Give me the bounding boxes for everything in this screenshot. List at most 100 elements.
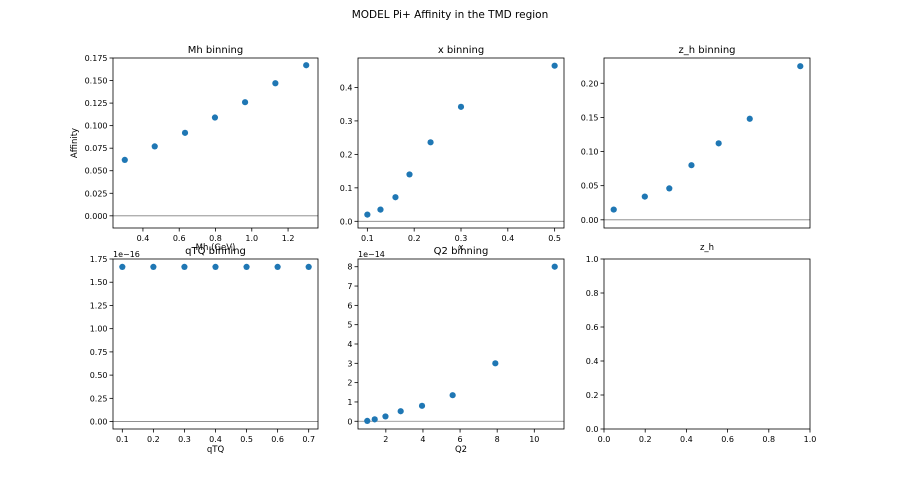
subplot-4: 0.1 0.2 0.3 0.4 0.5 0.6 0.7 0.00 0.25 0.50 0.75 1.0… xyxy=(90,246,319,455)
data-point xyxy=(364,211,371,218)
y-tick-label: 0.10 xyxy=(581,148,599,157)
y-tick-label: 0.050 xyxy=(85,167,108,176)
x-tick-label: 0.8 xyxy=(209,234,222,243)
data-point xyxy=(241,99,249,106)
x-axis-label: x xyxy=(458,243,463,253)
x-tick-label: 0.2 xyxy=(639,435,652,444)
y-tick-label: 0.6 xyxy=(586,323,599,332)
data-point xyxy=(303,62,310,69)
y-tick-label: 0.00 xyxy=(581,216,599,225)
x-tick-label: 0.2 xyxy=(408,234,421,243)
data-point xyxy=(377,206,384,213)
data-point xyxy=(382,413,389,420)
subplot-5: 2 4 6 8 10 0 1 2 3 4 5 6 7 8 Q2 binning Q2 1e−14 xyxy=(347,246,565,455)
subplot-2: 0.1 0.2 0.3 0.4 0.5 0.0 0.1 0.2 0.3 0.4 x binning x xyxy=(340,45,565,253)
y-tick-label: 0.000 xyxy=(85,212,108,221)
data-point xyxy=(181,263,188,270)
data-point xyxy=(150,263,157,270)
y-tick-label: 0.100 xyxy=(85,122,108,131)
x-tick-label: 8 xyxy=(495,435,500,444)
data-point xyxy=(492,360,499,367)
x-tick-label: 0.5 xyxy=(548,234,561,243)
y-tick-label: 0.075 xyxy=(85,144,108,153)
x-tick-label: 0.4 xyxy=(137,234,150,243)
axes-frame xyxy=(357,57,565,229)
x-tick-label: 4 xyxy=(420,435,425,444)
x-tick-label: 0.5 xyxy=(240,435,253,444)
data-point xyxy=(212,263,219,270)
data-point xyxy=(211,114,219,121)
data-point xyxy=(427,139,434,146)
data-point xyxy=(243,263,250,270)
y-tick-label: 5 xyxy=(347,321,352,330)
x-tick-label: 0.6 xyxy=(721,435,734,444)
subplot-1: 0.4 0.6 0.8 1.0 1.2 0.000 0.025 0.050 0.075 0.100… xyxy=(70,45,319,253)
data-point xyxy=(305,263,312,270)
x-axis-label: z_h xyxy=(700,243,714,253)
y-tick-label: 6 xyxy=(347,301,352,310)
data-point xyxy=(274,263,281,270)
data-point xyxy=(641,193,648,200)
x-tick-label: 1.0 xyxy=(245,234,258,243)
x-tick-label: 0.1 xyxy=(116,435,129,444)
y-tick-label: 0.8 xyxy=(586,289,599,298)
y-tick-label: 0.15 xyxy=(581,113,599,122)
data-point xyxy=(715,140,722,147)
y-tick-label: 0.4 xyxy=(586,357,599,366)
data-point xyxy=(181,129,189,136)
data-point xyxy=(610,206,617,213)
y-tick-label: 1.75 xyxy=(90,255,108,264)
figure-suptitle: MODEL Pi+ Affinity in the TMD region xyxy=(352,9,549,21)
axes-frame xyxy=(112,258,319,430)
x-tick-label: 10 xyxy=(529,435,539,444)
data-point xyxy=(797,63,804,70)
axes-frame xyxy=(603,57,811,229)
x-tick-label: 0.2 xyxy=(147,435,160,444)
subplot-title: x binning xyxy=(438,45,484,56)
y-tick-label: 0.1 xyxy=(340,184,353,193)
x-tick-label: 2 xyxy=(383,435,388,444)
y-tick-label: 1.00 xyxy=(90,325,108,334)
x-axis-label: Mh (GeV) xyxy=(196,243,236,253)
data-point xyxy=(392,194,399,201)
y-axis-label: Affinity xyxy=(70,128,80,158)
data-point xyxy=(457,103,465,110)
y-tick-label: 0.150 xyxy=(85,77,108,86)
x-tick-label: 0.4 xyxy=(501,234,514,243)
y-tick-label: 0.2 xyxy=(586,391,599,400)
data-point xyxy=(688,162,695,169)
y-tick-label: 0.50 xyxy=(90,371,108,380)
x-tick-label: 0.0 xyxy=(598,435,611,444)
y-tick-label: 7 xyxy=(347,282,352,291)
data-point xyxy=(449,392,456,399)
y-tick-label: 1.25 xyxy=(90,301,108,310)
data-point xyxy=(151,143,158,150)
y-tick-label: 0.125 xyxy=(85,99,108,108)
y-tick-label: 0.025 xyxy=(85,189,108,198)
y-tick-label: 0.00 xyxy=(90,418,108,427)
x-axis-label: Q2 xyxy=(455,445,467,455)
subplot-title: Q2 binning xyxy=(434,246,489,257)
x-tick-label: 1.0 xyxy=(804,435,817,444)
x-tick-label: 6 xyxy=(458,435,463,444)
y-tick-label: 0.20 xyxy=(581,79,599,88)
y-tick-label: 4 xyxy=(347,340,352,349)
y-tick-label: 0.0 xyxy=(586,425,599,434)
subplot-grid: 0.4 0.6 0.8 1.0 1.20.0000.0250.0500.0750.100… xyxy=(70,45,816,455)
subplot-title: qTQ binning xyxy=(185,246,246,257)
x-tick-label: 0.3 xyxy=(455,234,468,243)
data-point xyxy=(551,263,558,270)
y-tick-label: 3 xyxy=(347,359,352,368)
y-tick-label: 0.75 xyxy=(90,348,108,357)
x-tick-label: 1.2 xyxy=(282,234,295,243)
data-point xyxy=(364,417,371,424)
y-tick-label: 0.2 xyxy=(340,150,353,159)
subplot-6: 0.0 0.2 0.4 0.6 0.8 1.0 0.0 0.2 0.4 0.6 0.8 1.0 xyxy=(586,255,817,444)
y-tick-label: 0.175 xyxy=(85,54,108,63)
data-point xyxy=(371,416,378,423)
axes-frame xyxy=(112,57,319,229)
y-tick-label: 1 xyxy=(347,398,352,407)
data-point xyxy=(121,156,128,164)
data-point xyxy=(551,62,558,69)
